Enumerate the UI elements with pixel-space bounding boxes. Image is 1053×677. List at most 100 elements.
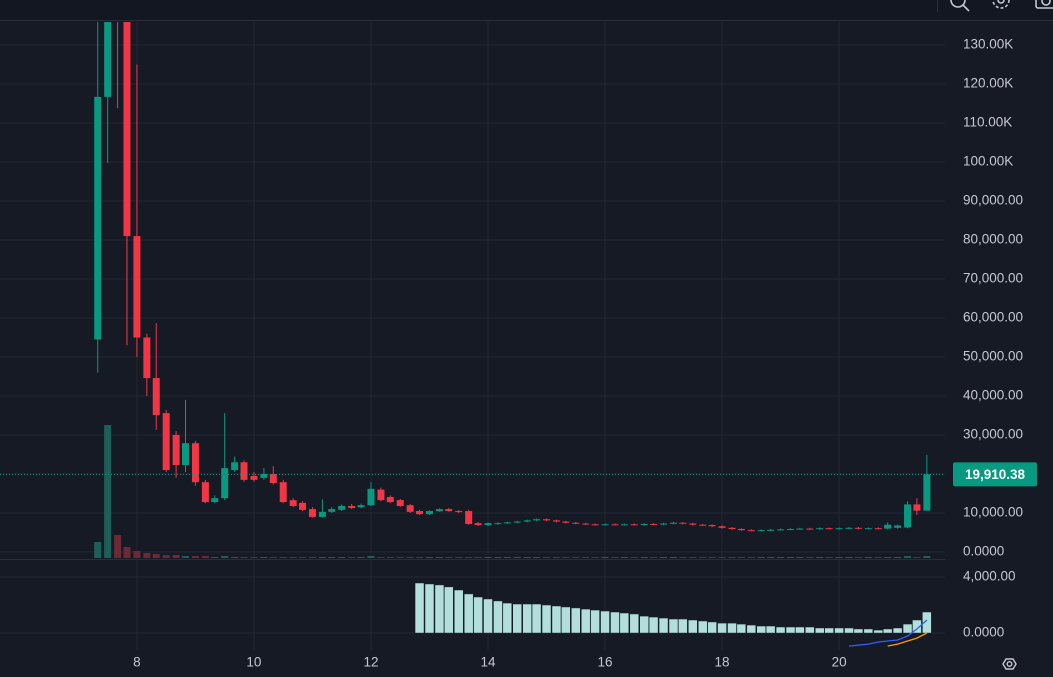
candle-body: [445, 509, 453, 512]
volume-bar: [348, 557, 356, 558]
volume-bar: [904, 556, 912, 558]
volume-bar: [143, 553, 151, 558]
volume-bar: [777, 557, 785, 558]
indicator-bar: [502, 602, 513, 634]
candle-body: [611, 524, 619, 526]
volume-bar: [728, 557, 736, 558]
candle-body: [533, 519, 541, 521]
indicator-bar: [853, 628, 864, 634]
settings-button[interactable]: [992, 0, 1010, 9]
candle-body: [660, 523, 668, 525]
x-tick-label: 18: [715, 655, 730, 670]
volume-bar: [913, 557, 921, 558]
y-tick-label: 80,000.00: [963, 232, 1023, 247]
candle-body: [357, 505, 365, 508]
candle-body: [289, 500, 297, 506]
y-tick-label: 120.00K: [963, 76, 1013, 91]
volume-bar: [747, 557, 755, 558]
candle-body: [465, 511, 473, 524]
volume-bar: [718, 557, 726, 558]
axis-settings-button[interactable]: [1002, 658, 1017, 670]
volume-bar: [854, 557, 862, 558]
volume-bar: [201, 556, 209, 558]
candle-body: [728, 527, 736, 529]
indicator-bar: [414, 582, 425, 634]
indicator-bar: [561, 606, 571, 634]
indicator-bar: [590, 609, 600, 634]
candle-body: [523, 520, 531, 522]
volume-bar: [269, 557, 277, 558]
screenshot-button[interactable]: [1035, 0, 1053, 9]
indicator-layer: [414, 582, 932, 647]
candle-body: [172, 434, 180, 466]
candle-body: [269, 473, 277, 483]
candle-body: [747, 530, 755, 532]
candle-body: [143, 337, 151, 379]
candle-body: [328, 509, 336, 512]
indicator-bar: [824, 627, 834, 634]
candle-body: [913, 504, 921, 511]
candle-body: [572, 522, 580, 524]
x-tick-label: 20: [832, 655, 847, 670]
volume-bar: [152, 554, 160, 558]
candle-body: [191, 443, 199, 483]
indicator-bar: [658, 617, 669, 634]
candle-body: [406, 505, 414, 512]
candle-body: [835, 528, 843, 530]
indicator-bar: [551, 605, 562, 634]
candle-body: [708, 525, 716, 527]
candle-body: [543, 519, 551, 521]
indicator-line: [887, 632, 928, 647]
indicator-bar: [619, 612, 630, 634]
volume-bar: [406, 557, 414, 558]
volume-bar: [484, 557, 492, 558]
grid: [0, 22, 945, 650]
volume-bar: [757, 557, 765, 558]
volume-bar: [552, 557, 560, 558]
candle-body: [279, 482, 287, 503]
zoom-button[interactable]: [950, 0, 970, 12]
candle-body: [816, 528, 824, 530]
x-tick-label: 8: [133, 655, 141, 670]
candle-body: [923, 474, 931, 511]
indicator-bar: [717, 622, 727, 634]
y-tick-label: 60,000.00: [963, 310, 1023, 325]
candle-body: [201, 482, 209, 503]
volume-bar: [630, 557, 638, 558]
volume-bar: [289, 557, 297, 558]
indicator-bar: [600, 610, 610, 634]
volume-bar: [787, 557, 795, 558]
volume-bar: [825, 557, 833, 558]
volume-bar: [503, 557, 511, 558]
candle-body: [435, 509, 443, 512]
toolbar: [0, 0, 1053, 20]
volume-bar: [894, 557, 902, 558]
indicator-bar: [639, 615, 649, 634]
candle-body: [845, 527, 853, 529]
indicator-bar: [678, 618, 688, 634]
candle-body: [474, 523, 482, 526]
volume-bar: [172, 555, 180, 558]
indicator-bar: [541, 604, 552, 634]
indicator-bar: [648, 616, 659, 634]
candle-body: [650, 523, 658, 525]
volume-bar: [708, 557, 716, 558]
candle-body: [221, 468, 229, 499]
candle-body: [484, 523, 492, 526]
y-tick-label: 70,000.00: [963, 271, 1023, 286]
volume-bar: [494, 557, 502, 558]
candle-body: [854, 527, 862, 529]
volume-bar: [211, 557, 219, 558]
candle-body: [787, 528, 795, 530]
candle-body: [123, 22, 131, 237]
indicator-bar: [746, 624, 757, 634]
volume-bar: [601, 557, 609, 558]
volume-bar: [923, 556, 931, 558]
last-price-box: [953, 462, 1037, 487]
candle-body: [240, 462, 248, 480]
volume-bar: [445, 557, 453, 558]
volume-bar: [864, 557, 872, 558]
volume-bar: [299, 557, 307, 558]
